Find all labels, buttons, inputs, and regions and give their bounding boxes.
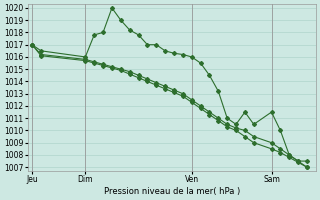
X-axis label: Pression niveau de la mer( hPa ): Pression niveau de la mer( hPa ) (104, 187, 240, 196)
